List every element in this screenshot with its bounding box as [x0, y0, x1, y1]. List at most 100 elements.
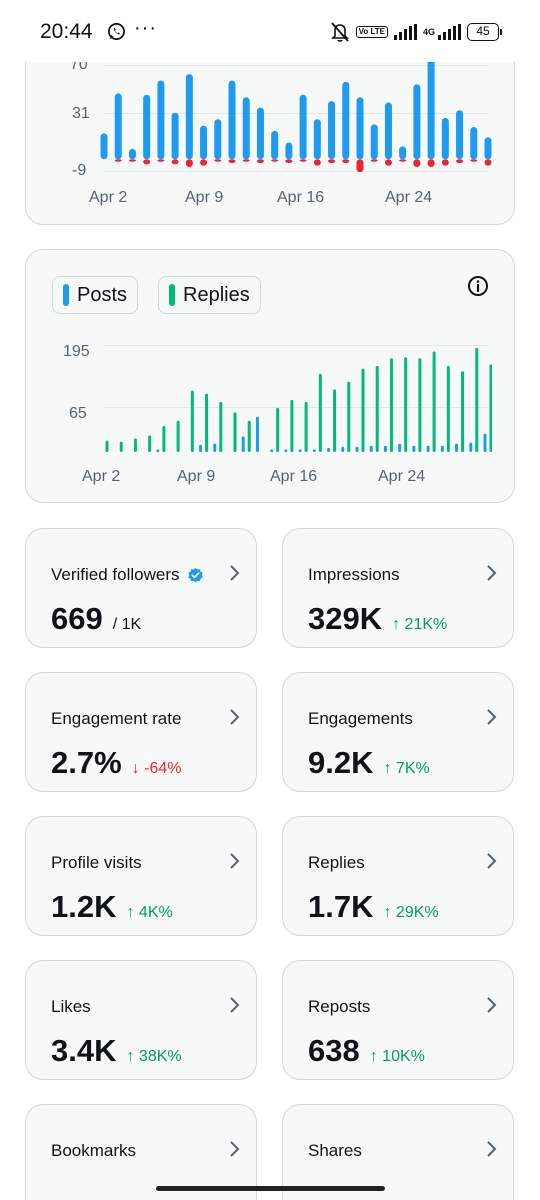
- stat-delta: ↑ 4K%: [126, 904, 172, 922]
- more-dots-icon: ···: [134, 17, 157, 40]
- series-0-bar: [229, 81, 236, 160]
- stat-delta: ↑ 29K%: [383, 904, 438, 922]
- replies-bar: [106, 441, 109, 452]
- y-tick-label: -9: [72, 162, 86, 180]
- series-0-bar: [342, 82, 349, 159]
- replies-swatch: [169, 284, 175, 306]
- info-icon[interactable]: [466, 274, 490, 298]
- stat-value-row: 1.7K ↑ 29K%: [308, 889, 439, 925]
- posts-bar: [455, 444, 458, 452]
- replies-bar: [148, 435, 151, 452]
- posts-bar: [256, 417, 259, 452]
- stat-value-row: 3.4K ↑ 38K%: [51, 1033, 182, 1069]
- series-0-bar: [129, 149, 136, 159]
- series-1-bar: [214, 159, 221, 162]
- chevron-right-icon: [483, 708, 499, 726]
- stat-title: Reposts: [308, 997, 370, 1017]
- stat-title: Engagements: [308, 709, 413, 729]
- posts-replies-bar-chart: [100, 340, 492, 452]
- posts-bar: [299, 449, 302, 452]
- stat-value: 3.4K: [51, 1033, 116, 1069]
- stat-value-row: 638 ↑ 10K%: [308, 1033, 425, 1069]
- replies-bar: [120, 442, 123, 452]
- legend-replies-label: Replies: [183, 284, 250, 307]
- home-indicator[interactable]: [156, 1186, 385, 1191]
- posts-bar: [156, 449, 159, 452]
- stat-value-row: 2.7% ↓ -64%: [51, 745, 181, 781]
- series-1-bar: [470, 159, 477, 162]
- stat-card-impressions[interactable]: Impressions 329K ↑ 21K%: [282, 528, 514, 648]
- replies-bar: [234, 412, 237, 452]
- replies-bar: [433, 351, 436, 452]
- stat-card-profile-visits[interactable]: Profile visits 1.2K ↑ 4K%: [25, 816, 257, 936]
- posts-bar: [284, 449, 287, 452]
- net-bar-chart: [100, 56, 492, 176]
- battery-icon: 45: [467, 23, 502, 41]
- series-0-bar: [200, 126, 207, 160]
- posts-bar: [313, 449, 316, 452]
- series-1-bar: [229, 159, 236, 163]
- posts-bar: [469, 443, 472, 452]
- series-0-bar: [300, 95, 307, 160]
- chevron-right-icon: [483, 852, 499, 870]
- stat-card-verified-followers[interactable]: Verified followers 669 / 1K: [25, 528, 257, 648]
- series-0-bar: [371, 124, 378, 159]
- series-0-bar: [186, 74, 193, 159]
- legend-posts-toggle[interactable]: Posts: [52, 276, 138, 314]
- stat-card-likes[interactable]: Likes 3.4K ↑ 38K%: [25, 960, 257, 1080]
- series-0-bar: [257, 108, 264, 160]
- stat-value-row: 669 / 1K: [51, 601, 141, 637]
- whatsapp-icon: [107, 22, 126, 41]
- stat-title: Likes: [51, 997, 91, 1017]
- y-tick-label: 195: [63, 343, 90, 361]
- stat-delta: ↑ 38K%: [126, 1048, 181, 1066]
- replies-bar: [447, 366, 450, 452]
- series-1-bar: [200, 159, 207, 165]
- chevron-right-icon: [226, 1140, 242, 1158]
- series-1-bar: [371, 159, 378, 162]
- stat-card-engagements[interactable]: Engagements 9.2K ↑ 7K%: [282, 672, 514, 792]
- replies-bar: [305, 402, 308, 452]
- volte-badge: Vo LTE: [356, 26, 388, 38]
- series-0-bar: [314, 119, 321, 159]
- x-tick-label: Apr 24: [385, 189, 432, 207]
- signal-icon: [394, 24, 417, 40]
- chevron-right-icon: [226, 564, 242, 582]
- chevron-right-icon: [226, 708, 242, 726]
- stat-title: Profile visits: [51, 853, 142, 873]
- stat-value: 2.7%: [51, 745, 122, 781]
- series-1-bar: [399, 159, 406, 162]
- series-1-bar: [428, 159, 435, 167]
- posts-bar: [484, 434, 487, 452]
- replies-bar: [276, 408, 279, 452]
- legend-replies-toggle[interactable]: Replies: [158, 276, 261, 314]
- series-1-bar: [129, 159, 136, 162]
- stat-card-reposts[interactable]: Reposts 638 ↑ 10K%: [282, 960, 514, 1080]
- stat-card-engagement-rate[interactable]: Engagement rate 2.7% ↓ -64%: [25, 672, 257, 792]
- stat-title: Engagement rate: [51, 709, 181, 729]
- stat-value: 669: [51, 601, 103, 637]
- x-tick-label: Apr 16: [270, 468, 317, 486]
- y-tick-label: 31: [72, 105, 90, 123]
- series-0-bar: [172, 113, 179, 159]
- series-0-bar: [214, 119, 221, 159]
- chevron-right-icon: [483, 564, 499, 582]
- series-0-bar: [442, 118, 449, 159]
- series-1-bar: [143, 159, 150, 164]
- posts-bar: [242, 436, 245, 452]
- stat-card-replies[interactable]: Replies 1.7K ↑ 29K%: [282, 816, 514, 936]
- series-0-bar: [115, 93, 122, 159]
- stat-delta: ↑ 10K%: [370, 1048, 425, 1066]
- stat-title-wrap: Verified followers: [51, 565, 204, 585]
- replies-bar: [162, 426, 165, 452]
- mute-icon: [330, 21, 350, 43]
- stat-value: 1.2K: [51, 889, 116, 925]
- stat-value: 9.2K: [308, 745, 373, 781]
- stat-title: Impressions: [308, 565, 400, 585]
- chevron-right-icon: [226, 852, 242, 870]
- series-1-bar: [314, 159, 321, 165]
- series-0-bar: [271, 131, 278, 159]
- series-0-bar: [413, 84, 420, 159]
- series-1-bar: [342, 159, 349, 163]
- posts-bar: [213, 444, 216, 452]
